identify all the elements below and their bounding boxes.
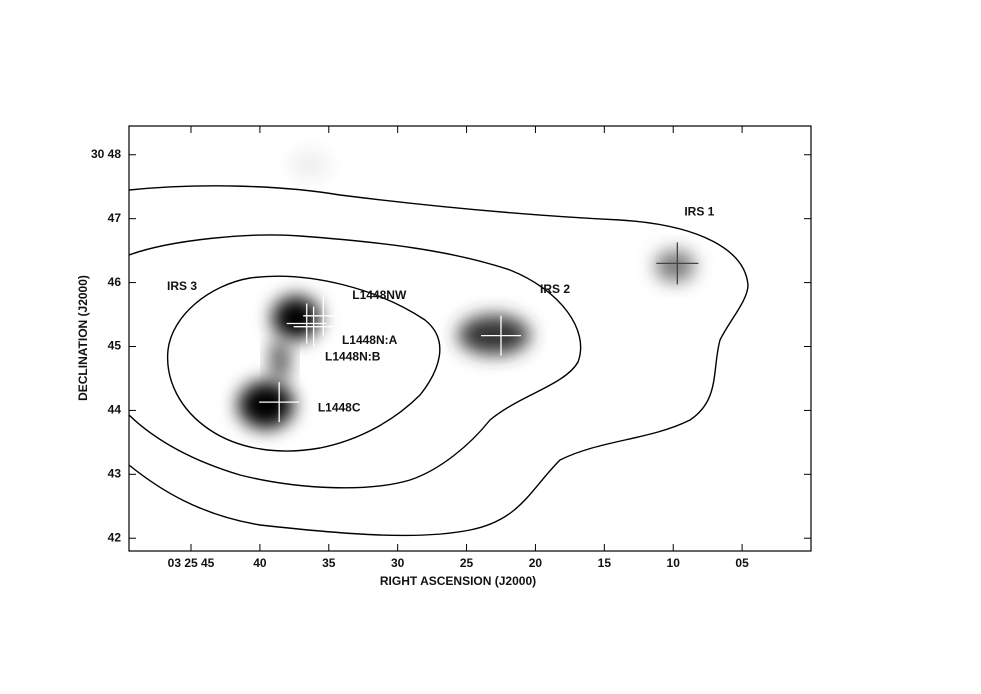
y-tick-label: 42 — [108, 530, 122, 544]
x-tick-label: 20 — [529, 556, 543, 570]
y-tick-label: 45 — [108, 339, 122, 353]
source-label: IRS 1 — [684, 205, 714, 219]
x-tick-label: 05 — [735, 556, 749, 570]
y-tick-label: 43 — [108, 466, 122, 480]
x-tick-label: 30 — [391, 556, 405, 570]
contour-middle — [129, 234, 582, 489]
x-tick-label: 35 — [322, 556, 336, 570]
x-tick-label: 03 25 45 — [168, 556, 215, 570]
emission-image — [238, 151, 695, 429]
source-label: L1448N:A — [342, 333, 398, 347]
contours — [129, 185, 749, 537]
y-tick-label: 47 — [108, 211, 122, 225]
source-label: L1448N:B — [325, 350, 381, 364]
y-axis-title: DECLINATION (J2000) — [76, 275, 90, 401]
x-tick-label: 25 — [460, 556, 474, 570]
y-tick-label: 44 — [108, 403, 122, 417]
source-label: IRS 2 — [540, 282, 570, 296]
contour-outer — [129, 185, 749, 537]
y-tick-label: 30 48 — [91, 147, 121, 161]
contour-inner — [166, 275, 441, 452]
y-tick-label: 46 — [108, 275, 122, 289]
plot-frame — [128, 125, 812, 552]
x-tick-label: 40 — [253, 556, 267, 570]
annotation: IRS 3 — [167, 279, 197, 293]
x-tick-label: 15 — [598, 556, 612, 570]
x-tick-label: 10 — [667, 556, 681, 570]
source-label: L1448C — [318, 400, 361, 414]
source-label: L1448NW — [352, 288, 407, 302]
x-axis-title: RIGHT ASCENSION (J2000) — [380, 574, 536, 588]
